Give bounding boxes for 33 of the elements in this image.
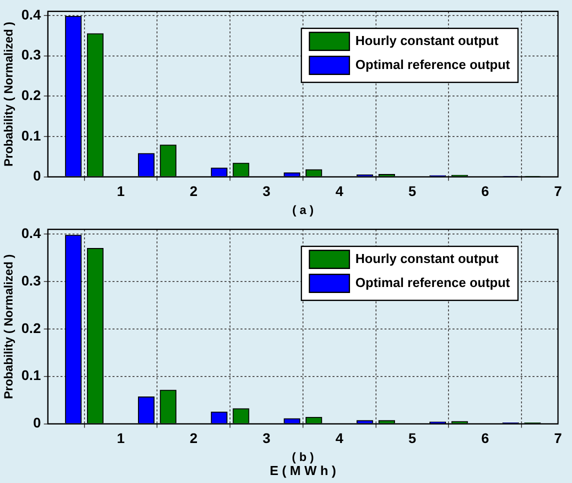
y-tick-label: 0 xyxy=(33,414,42,431)
x-tick-label: 6 xyxy=(481,430,490,446)
x-axis-title: ( b ) xyxy=(292,450,314,464)
x-axis-title: ( a ) xyxy=(292,203,314,218)
y-axis-title: Probability ( Normalized ) xyxy=(2,22,16,166)
legend-label: Optimal reference output xyxy=(355,56,511,72)
y-tick-label: 0.2 xyxy=(21,86,42,103)
x-tick-label: 1 xyxy=(116,183,125,200)
y-tick-label: 0.3 xyxy=(21,46,42,63)
x-tick-label: 1 xyxy=(116,430,125,446)
legend-label: Hourly constant output xyxy=(355,250,500,266)
y-tick-label: 0.1 xyxy=(21,127,42,144)
x-tick-label: 2 xyxy=(190,183,198,200)
y-tick-label: 0.3 xyxy=(21,272,42,288)
y-axis-title: Probability ( Normalized ) xyxy=(2,254,16,399)
y-tick-label: 0.1 xyxy=(21,367,42,384)
y-tick-label: 0 xyxy=(33,168,42,184)
legend-label: Optimal reference output xyxy=(355,274,511,290)
x-tick-label: 3 xyxy=(262,183,271,200)
x-tick-label: 5 xyxy=(408,183,416,200)
x-tick-label: 7 xyxy=(554,183,562,200)
x-tick-label: 3 xyxy=(262,430,271,446)
x-tick-label: 4 xyxy=(335,430,344,446)
text: E ( M W h ) xyxy=(270,463,336,478)
legend-label: Hourly constant output xyxy=(355,32,500,48)
y-tick-label: 0.2 xyxy=(21,320,42,336)
x-tick-label: 6 xyxy=(481,183,490,200)
x-tick-label: 7 xyxy=(554,430,562,446)
x-tick-label: 2 xyxy=(190,430,198,446)
x-tick-label: 4 xyxy=(335,183,344,200)
y-tick-label: 0.4 xyxy=(21,6,42,22)
y-tick-label: 0.4 xyxy=(21,225,42,241)
x-tick-label: 5 xyxy=(408,430,416,446)
